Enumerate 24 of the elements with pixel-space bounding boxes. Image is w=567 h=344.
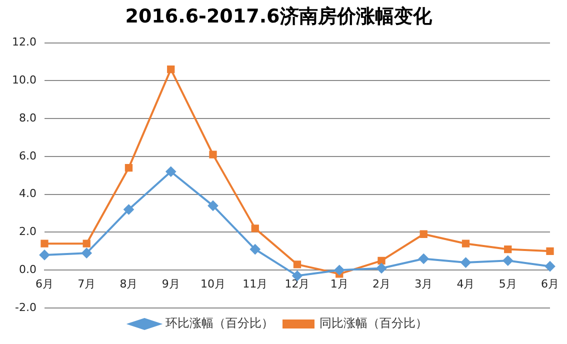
x-tick-label: 6月 [35, 278, 54, 291]
y-tick-label: 10.0 [12, 74, 36, 87]
x-tick-label: 11月 [242, 278, 268, 291]
x-tick-label: 1月 [330, 278, 348, 291]
legend-label: 同比涨幅（百分比） [320, 316, 428, 330]
x-tick-label: 2月 [372, 278, 390, 291]
y-tick-label: 8.0 [18, 111, 36, 124]
y-tick-label: 12.0 [12, 36, 36, 49]
y-tick-label: -2.0 [15, 300, 36, 314]
y-tick-label: 4.0 [18, 187, 36, 200]
x-tick-label: 10月 [200, 278, 226, 291]
x-tick-label: 5月 [498, 278, 517, 291]
y-tick-label: 2.0 [18, 225, 36, 238]
x-tick-label: 12月 [284, 278, 310, 291]
x-tick-label: 4月 [456, 278, 475, 291]
x-tick-label: 9月 [162, 278, 180, 291]
y-tick-label: 0.0 [18, 262, 36, 276]
x-tick-label: 6月 [541, 278, 559, 291]
y-tick-label: 6.0 [18, 149, 36, 162]
x-tick-label: 3月 [414, 278, 433, 291]
legend-label: 环比涨幅（百分比） [166, 316, 274, 330]
chart-title: 2016.6-2017.6济南房价涨幅变化 [125, 5, 433, 28]
x-tick-label: 7月 [78, 278, 96, 291]
x-tick-label: 8月 [120, 278, 138, 291]
